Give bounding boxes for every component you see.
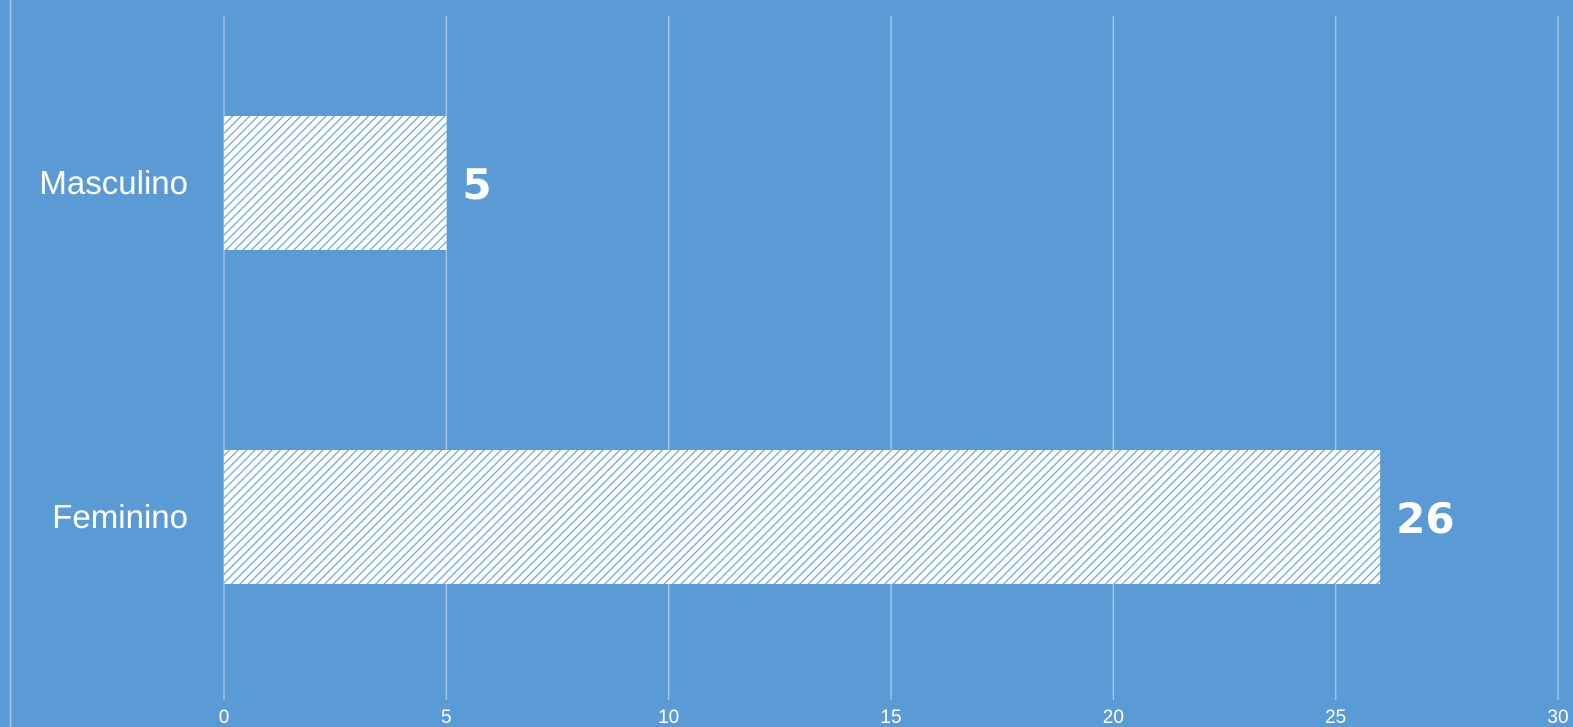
labels: 0 5 10 15 20 25 30 Masculino 5 Feminino 26 — [39, 160, 1568, 727]
x-tick-label: 15 — [880, 707, 901, 727]
category-label: Feminino — [52, 498, 188, 535]
bar-feminino — [224, 450, 1381, 584]
x-tick-label: 10 — [658, 707, 679, 727]
bars — [224, 116, 1381, 584]
category-label: Masculino — [39, 164, 188, 201]
x-tick-label: 30 — [1547, 707, 1568, 727]
x-tick-label: 0 — [219, 707, 230, 727]
x-tick-label: 25 — [1325, 707, 1346, 727]
data-label: 26 — [1396, 494, 1454, 543]
x-tick-label: 20 — [1103, 707, 1124, 727]
data-label: 5 — [462, 160, 491, 209]
x-tick-label: 5 — [441, 707, 452, 727]
bar-masculino — [224, 116, 447, 250]
